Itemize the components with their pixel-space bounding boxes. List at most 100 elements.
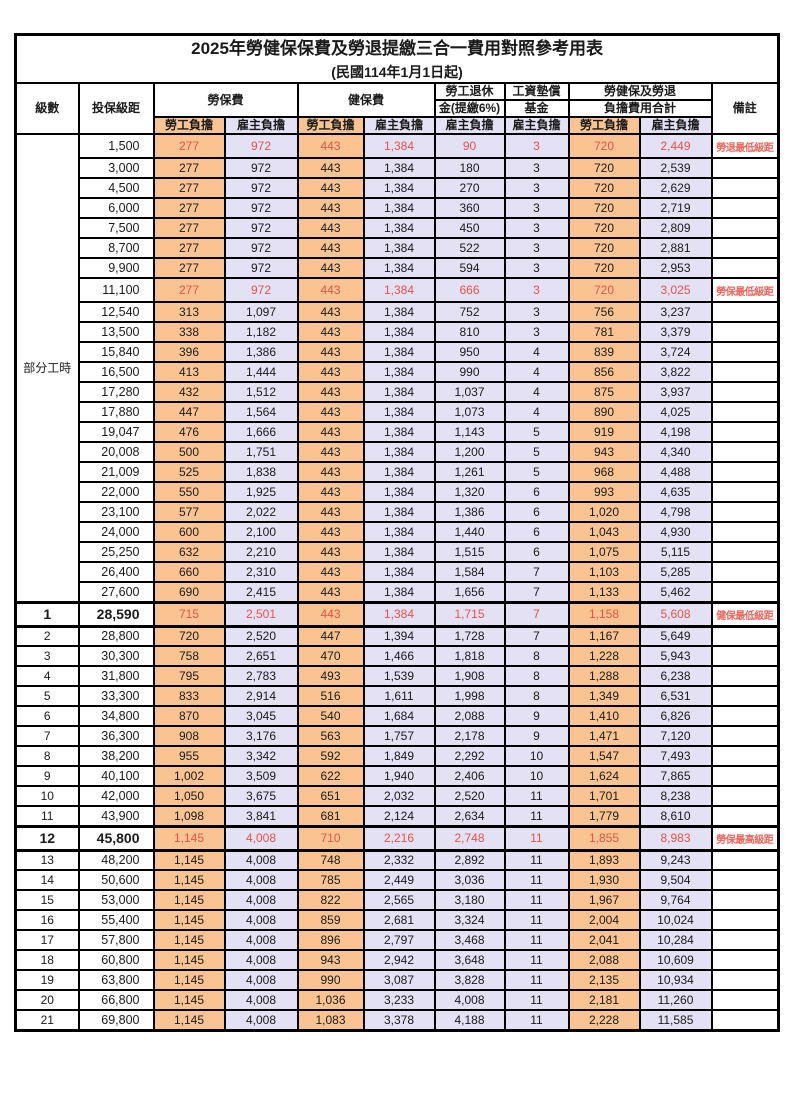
hi-employer-cell: 2,797 — [362, 929, 436, 951]
header-wage-fund-employer-share: 雇主負擔 — [503, 116, 570, 135]
hi-employer-cell: 1,384 — [362, 501, 436, 523]
salary-bracket-cell: 42,000 — [77, 785, 155, 807]
table-row: 21,009 525 1,838 443 1,384 1,261 5 968 4,488 — [16, 461, 780, 483]
hi-employer-cell: 1,849 — [362, 745, 436, 767]
table-row: 24,000 600 2,100 443 1,384 1,440 6 1,043 4,930 — [16, 521, 780, 543]
salary-bracket-cell: 13,500 — [77, 321, 155, 343]
li-employer-cell: 972 — [223, 217, 299, 239]
remark-cell — [710, 889, 780, 911]
header-pension-line1: 勞工退休 — [433, 82, 506, 101]
hi-employee-cell: 443 — [296, 277, 365, 303]
remark-cell — [710, 401, 780, 423]
remark-cell — [710, 725, 780, 747]
pension-employer-cell: 1,908 — [433, 665, 506, 687]
salary-bracket-cell: 3,000 — [77, 157, 155, 179]
li-employer-cell: 4,008 — [223, 909, 299, 931]
wage-fund-employer-cell: 11 — [503, 969, 570, 991]
remark-cell — [710, 321, 780, 343]
remark-cell — [710, 685, 780, 707]
salary-bracket-cell: 31,800 — [77, 665, 155, 687]
hi-employer-cell: 1,384 — [362, 441, 436, 463]
hi-employee-cell: 896 — [296, 929, 365, 951]
wage-fund-employer-cell: 3 — [503, 301, 570, 323]
total-employee-cell: 720 — [567, 133, 641, 159]
level-cell: 14 — [14, 869, 80, 891]
pension-employer-cell: 1,715 — [433, 600, 506, 628]
remark-cell — [710, 949, 780, 971]
wage-fund-employer-cell: 3 — [503, 257, 570, 279]
remark-cell — [710, 461, 780, 483]
total-employee-cell: 720 — [567, 237, 641, 259]
salary-bracket-cell: 45,800 — [77, 824, 155, 852]
page-subtitle: (民國114年1月1日起) — [331, 64, 463, 80]
total-employee-cell: 720 — [567, 197, 641, 219]
wage-fund-employer-cell: 11 — [503, 824, 570, 852]
hi-employee-cell: 470 — [296, 645, 365, 667]
level-cell: 10 — [14, 785, 80, 807]
li-employee-cell: 632 — [152, 541, 226, 563]
li-employee-cell: 715 — [152, 600, 226, 628]
hi-employee-cell: 592 — [296, 745, 365, 767]
remark-cell — [710, 869, 780, 891]
li-employee-cell: 1,145 — [152, 909, 226, 931]
li-employer-cell: 2,501 — [223, 600, 299, 628]
total-employee-cell: 968 — [567, 461, 641, 483]
total-employer-cell: 10,934 — [638, 969, 713, 991]
pension-employer-cell: 4,008 — [433, 989, 506, 1011]
pension-employer-cell: 594 — [433, 257, 506, 279]
total-employee-cell: 2,041 — [567, 929, 641, 951]
salary-bracket-cell: 34,800 — [77, 705, 155, 727]
remark-cell — [710, 665, 780, 687]
pension-employer-cell: 1,728 — [433, 625, 506, 647]
remark-cell: 健保最低級距 — [710, 600, 780, 628]
remark-cell — [710, 157, 780, 179]
wage-fund-employer-cell: 8 — [503, 645, 570, 667]
li-employee-cell: 396 — [152, 341, 226, 363]
level-cell: 3 — [14, 645, 80, 667]
hi-employer-cell: 2,332 — [362, 849, 436, 871]
remark-cell — [710, 929, 780, 951]
remark-cell — [710, 581, 780, 603]
pension-employer-cell: 3,036 — [433, 869, 506, 891]
pension-employer-cell: 450 — [433, 217, 506, 239]
total-employee-cell: 1,893 — [567, 849, 641, 871]
remark-cell — [710, 1009, 780, 1031]
total-employer-cell: 2,719 — [638, 197, 713, 219]
hi-employee-cell: 443 — [296, 501, 365, 523]
table-row: 2 28,800 720 2,520 447 1,394 1,728 7 1,167 5,649 — [14, 625, 780, 647]
li-employee-cell: 908 — [152, 725, 226, 747]
level-cell: 19 — [14, 969, 80, 991]
total-employee-cell: 720 — [567, 177, 641, 199]
title-row: 2025年勞健保保費及勞退提繳三合一費用對照參考用表 (民國114年1月1日起) — [14, 33, 780, 84]
li-employer-cell: 972 — [223, 133, 299, 159]
level-cell: 8 — [14, 745, 80, 767]
wage-fund-employer-cell: 3 — [503, 237, 570, 259]
hi-employee-cell: 443 — [296, 581, 365, 603]
table-row: 6 34,800 870 3,045 540 1,684 2,088 9 1,410 6,826 — [14, 705, 780, 727]
pension-employer-cell: 810 — [433, 321, 506, 343]
total-employer-cell: 2,449 — [638, 133, 713, 159]
header-pension-employer-share: 雇主負擔 — [433, 116, 506, 135]
hi-employer-cell: 1,611 — [362, 685, 436, 707]
li-employer-cell: 2,022 — [223, 501, 299, 523]
salary-bracket-cell: 7,500 — [77, 217, 155, 239]
total-employee-cell: 756 — [567, 301, 641, 323]
table-row: 19 63,800 1,145 4,008 990 3,087 3,828 11 2,135 10… — [14, 969, 780, 991]
header-row-2: 金(提繳6%) 基金 負擔費用合計 — [16, 99, 779, 118]
pension-employer-cell: 1,261 — [433, 461, 506, 483]
total-employer-cell: 7,120 — [638, 725, 713, 747]
level-cell: 5 — [14, 685, 80, 707]
salary-bracket-cell: 57,800 — [77, 929, 155, 951]
header-total-line1: 勞健保及勞退 — [567, 82, 713, 101]
total-employee-cell: 875 — [567, 381, 641, 403]
pension-employer-cell: 2,520 — [433, 785, 506, 807]
wage-fund-employer-cell: 3 — [503, 177, 570, 199]
hi-employee-cell: 443 — [296, 197, 365, 219]
table-row: 21 69,800 1,145 4,008 1,083 3,378 4,188 11 2,228… — [14, 1009, 780, 1031]
hi-employee-cell: 443 — [296, 561, 365, 583]
li-employer-cell: 972 — [223, 237, 299, 259]
pension-employer-cell: 3,648 — [433, 949, 506, 971]
wage-fund-employer-cell: 11 — [503, 989, 570, 1011]
table-row: 10 42,000 1,050 3,675 651 2,032 2,520 11 1,701 8,… — [14, 785, 780, 807]
total-employer-cell: 6,531 — [638, 685, 713, 707]
